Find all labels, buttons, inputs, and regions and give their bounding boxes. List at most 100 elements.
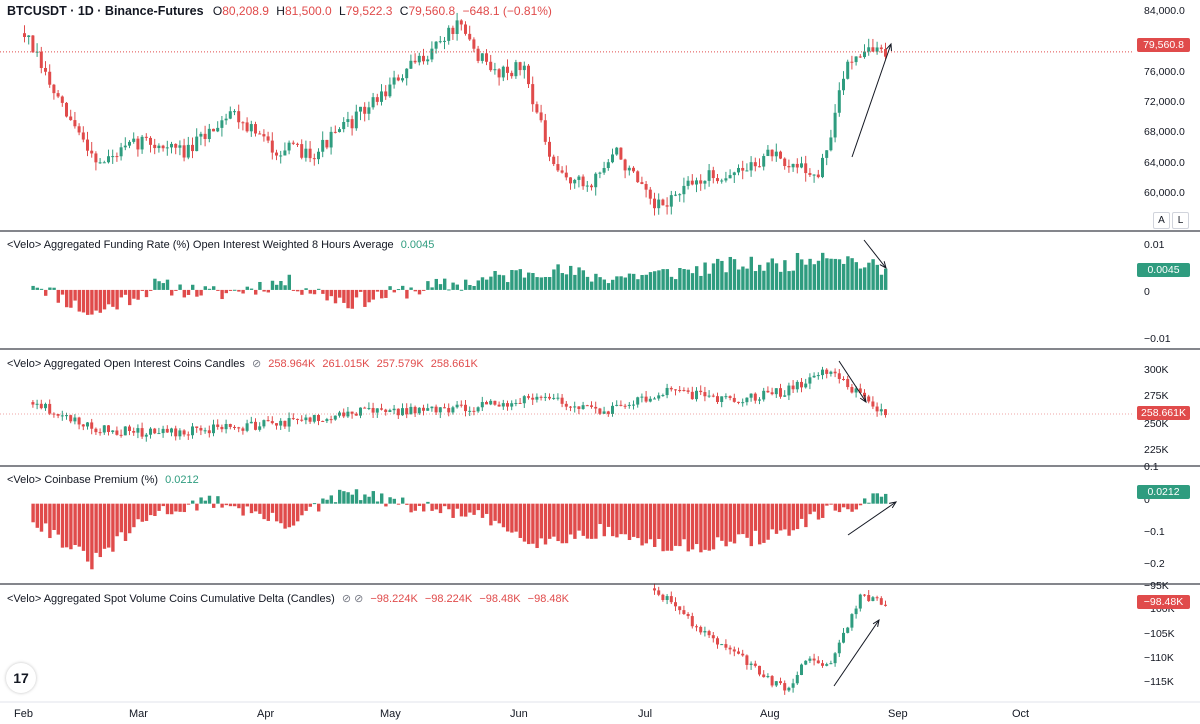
funding-axis-tick: 0: [1144, 286, 1150, 298]
candle-body: [312, 415, 316, 422]
candle-body: [774, 681, 778, 686]
histogram-bar: [388, 286, 392, 290]
histogram-bar: [136, 289, 140, 300]
candle-body: [669, 195, 673, 207]
candle-body: [615, 404, 619, 406]
tradingview-logo-icon[interactable]: 17: [6, 663, 36, 693]
histogram-bar: [884, 268, 888, 290]
candle-body: [283, 420, 287, 427]
candle-body: [816, 174, 820, 178]
time-axis-label: Oct: [1012, 708, 1030, 720]
histogram-bar: [111, 289, 115, 307]
funding-title[interactable]: <Velo> Aggregated Funding Rate (%) Open …: [7, 239, 394, 251]
candle-body: [346, 411, 350, 417]
histogram-bar: [90, 503, 94, 570]
histogram-bar: [522, 277, 527, 290]
oi-title[interactable]: <Velo> Aggregated Open Interest Coins Ca…: [7, 358, 245, 370]
funding-axis-tick: −0.01: [1144, 333, 1171, 345]
premium-title[interactable]: <Velo> Coinbase Premium (%): [7, 474, 159, 486]
auto-scale-button[interactable]: A: [1153, 212, 1170, 229]
candle-body: [846, 61, 850, 79]
candle-body: [31, 35, 35, 53]
histogram-bar: [81, 503, 86, 551]
histogram-bar: [69, 289, 73, 308]
candle-body: [413, 406, 417, 414]
candle-body: [632, 404, 635, 406]
candle-body: [535, 104, 539, 113]
histogram-bar: [703, 503, 707, 550]
histogram-bar: [863, 267, 867, 290]
histogram-bar: [669, 276, 674, 290]
histogram-bar: [174, 503, 178, 512]
histogram-bar: [871, 493, 875, 504]
histogram-bar: [812, 503, 816, 512]
histogram-bar: [758, 264, 762, 290]
candle-body: [480, 402, 484, 408]
histogram-bar: [640, 275, 644, 290]
histogram-bar: [795, 503, 800, 530]
candle-body: [749, 162, 753, 171]
histogram-bar: [800, 503, 804, 519]
histogram-bar: [312, 503, 317, 505]
histogram-bar: [413, 289, 417, 292]
histogram-bar: [136, 503, 140, 520]
price-axis-tick: 72,000.0: [1144, 96, 1185, 108]
candle-body: [690, 391, 694, 400]
candle-body: [644, 184, 648, 190]
candle-body: [216, 424, 220, 427]
candle-body: [233, 111, 236, 113]
histogram-bar: [350, 289, 354, 309]
candle-body: [65, 415, 68, 417]
candle-body: [195, 136, 199, 152]
premium-axis-tick: 0: [1144, 494, 1150, 506]
candle-body: [690, 180, 694, 185]
histogram-bar: [615, 503, 619, 538]
cvd-axis-tick: −95K: [1144, 580, 1169, 592]
candle-body: [161, 145, 165, 149]
candle-body: [753, 162, 757, 167]
histogram-bar: [682, 269, 686, 290]
candle-body: [350, 119, 354, 129]
candle-body: [451, 407, 455, 413]
oi-value-4: 258.661K: [430, 358, 478, 370]
log-scale-button[interactable]: L: [1172, 212, 1189, 229]
histogram-bar: [653, 503, 657, 547]
oi-eye-icon[interactable]: ⊘: [251, 358, 262, 370]
histogram-bar: [678, 503, 682, 547]
histogram-bar: [48, 287, 52, 290]
candle-body: [703, 180, 707, 184]
histogram-bar: [157, 503, 161, 511]
symbol-title[interactable]: BTCUSDT · 1D · Binance-Futures: [7, 4, 204, 18]
histogram-bar: [539, 277, 543, 290]
premium-trend-arrow: [847, 501, 897, 536]
histogram-bar: [543, 276, 548, 290]
candle-body: [695, 626, 698, 628]
histogram-bar: [581, 503, 585, 536]
cvd-eye-icons[interactable]: ⊘ ⊘: [341, 593, 364, 605]
candle-body: [86, 139, 89, 151]
candle-body: [627, 404, 631, 406]
candle-body: [636, 171, 640, 183]
candle-body: [837, 373, 841, 379]
histogram-bar: [65, 289, 69, 308]
candle-body: [182, 145, 186, 158]
candle-body: [665, 205, 669, 207]
candle-body: [867, 47, 871, 52]
histogram-bar: [854, 262, 858, 290]
histogram-bar: [459, 503, 464, 517]
candle-body: [182, 430, 186, 435]
candle-body: [560, 397, 564, 404]
histogram-bar: [527, 503, 531, 545]
cvd-title[interactable]: <Velo> Aggregated Spot Volume Coins Cumu…: [7, 593, 335, 605]
candle-body: [77, 417, 81, 425]
candle-body: [879, 409, 883, 412]
histogram-bar: [674, 279, 678, 290]
candle-body: [497, 404, 501, 407]
candle-body: [405, 408, 409, 415]
time-axis-label: Feb: [14, 708, 33, 720]
histogram-bar: [119, 503, 123, 533]
histogram-bar: [396, 289, 401, 291]
candle-body: [644, 396, 648, 402]
histogram-bar: [501, 503, 506, 528]
